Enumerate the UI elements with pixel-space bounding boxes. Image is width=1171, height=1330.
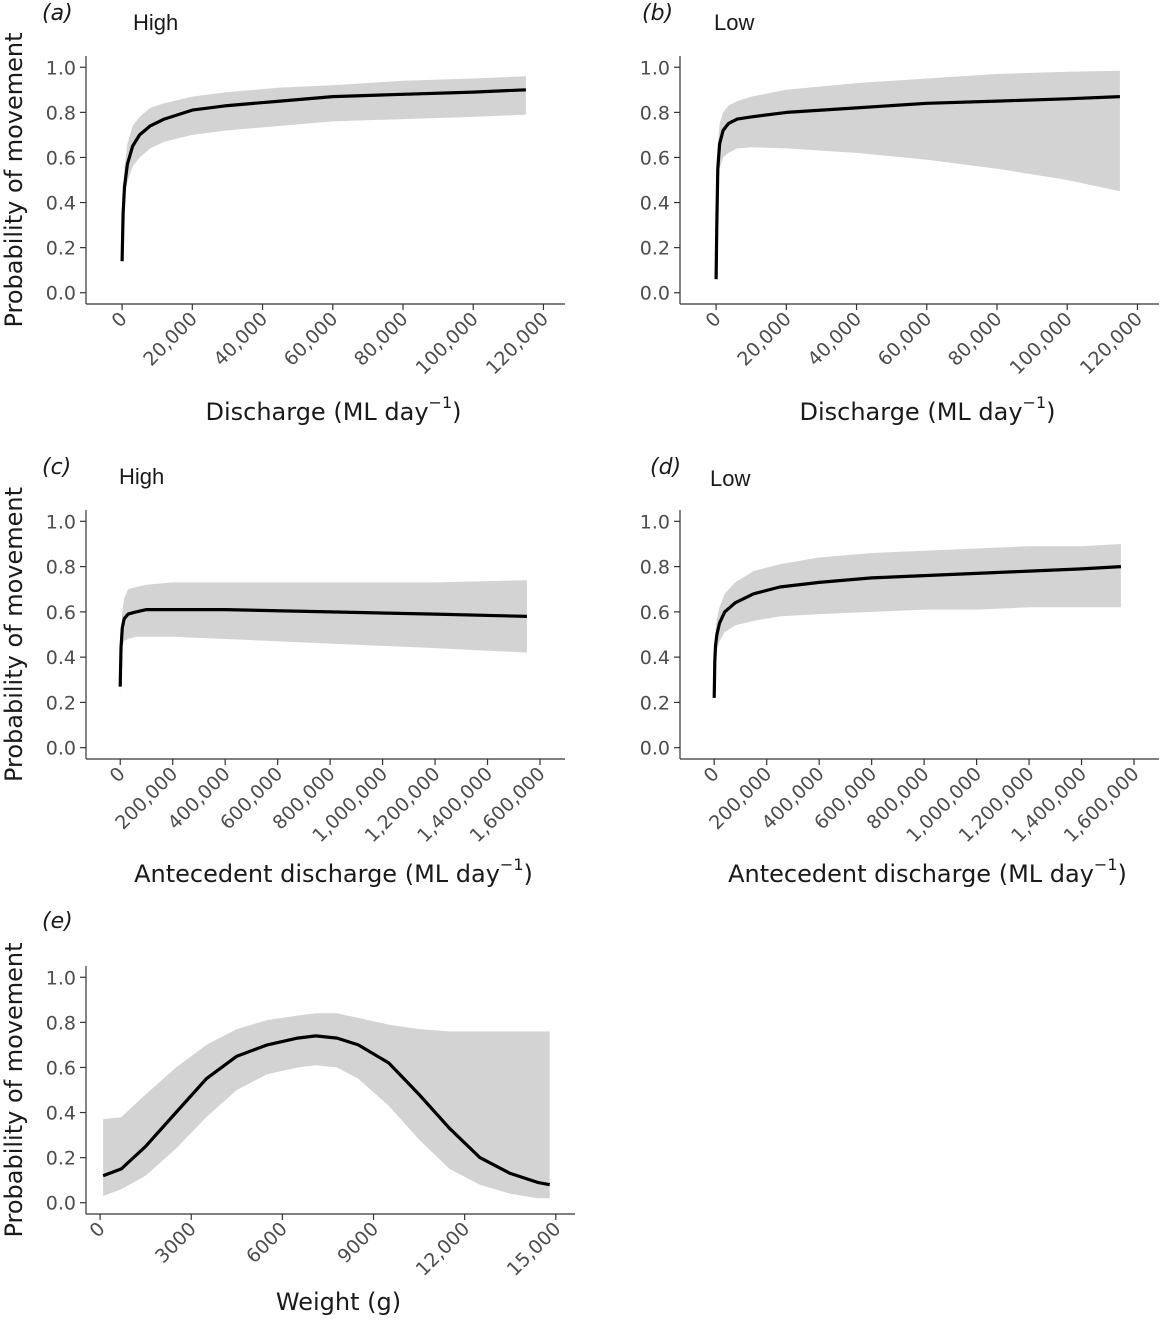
y-tick-label: 0.0 — [46, 738, 76, 760]
x-tick-label: 0 — [700, 763, 724, 787]
x-tick-label: 20,000 — [733, 308, 796, 371]
x-tick-label: 80,000 — [350, 308, 413, 371]
x-tick-label: 40,000 — [804, 308, 867, 371]
y-tick-label: 1.0 — [640, 57, 670, 79]
y-tick-label: 0.4 — [46, 647, 76, 669]
y-tick-label: 0.6 — [46, 602, 76, 624]
y-tick-label: 0.6 — [640, 602, 670, 624]
x-tick-label: 0 — [86, 1218, 110, 1242]
x-tick-label: 100,000 — [412, 308, 483, 379]
y-tick-label: 0.8 — [640, 557, 670, 579]
confidence-band-d — [714, 544, 1121, 707]
y-tick-label: 0.4 — [640, 647, 670, 669]
confidence-band-b — [716, 70, 1120, 286]
x-tick-label: 100,000 — [1006, 308, 1077, 379]
fitted-curve-b — [714, 95, 1120, 280]
x-axis-title-text: Antecedent discharge (ML day — [134, 860, 500, 888]
panel-label: (a) — [42, 1, 73, 26]
y-tick-label: 0.2 — [46, 238, 76, 260]
y-axis-title: Probability of movement — [0, 32, 28, 327]
panel-subtitle: High — [133, 10, 178, 35]
y-tick-label: 0.2 — [46, 692, 76, 714]
panel-subtitle: Low — [714, 10, 754, 35]
x-axis-title-suffix: ) — [1046, 398, 1055, 426]
panel-a-chart: 0.0 0.2 0.4 0.6 0.8 1.0 0 20,000 40,000 60,000 80,… — [0, 1, 565, 426]
x-axis-title-suffix: ) — [524, 860, 533, 888]
x-axis-title: Antecedent discharge (ML day−1) — [134, 855, 533, 888]
confidence-band-a — [122, 76, 526, 271]
y-tick-label: 0.8 — [640, 102, 670, 124]
y-axis-title: Probability of movement — [0, 942, 28, 1237]
y-tick-label: 0.0 — [46, 1193, 76, 1215]
y-tick-label: 0.6 — [640, 147, 670, 169]
y-tick-label: 0.2 — [640, 692, 670, 714]
x-tick-label: 60,000 — [280, 308, 343, 371]
x-tick-label: 12,000 — [412, 1218, 475, 1281]
panel-label: (d) — [650, 455, 681, 480]
x-axis-title-text: Discharge (ML day — [799, 398, 1022, 426]
y-tick-label: 1.0 — [46, 57, 76, 79]
y-tick-label: 0.4 — [46, 193, 76, 215]
panel-c-chart: 0.00.20.40.60.81.00200,000400,000600,000… — [0, 455, 565, 888]
confidence-band-e — [103, 1013, 550, 1199]
x-axis-title-superscript: −1 — [1094, 855, 1118, 874]
confidence-band-c — [120, 580, 527, 696]
x-tick-label: 15,000 — [503, 1218, 566, 1281]
panel-label: (c) — [42, 455, 71, 480]
x-axis-title-text: Antecedent discharge (ML day — [728, 860, 1094, 888]
x-axis-title: Discharge (ML day−1) — [205, 393, 461, 426]
y-tick-label: 1.0 — [46, 967, 76, 989]
x-axis-title-text: Weight (g) — [276, 1288, 401, 1316]
x-axis-title-superscript: −1 — [429, 393, 453, 412]
x-tick-label: 60,000 — [874, 308, 937, 371]
y-tick-label: 0.4 — [640, 193, 670, 215]
x-axis-title-suffix: ) — [452, 398, 461, 426]
panel-subtitle: Low — [710, 466, 750, 491]
panel-subtitle: High — [119, 464, 164, 489]
x-tick-label: 0 — [106, 763, 130, 787]
x-axis-title: Antecedent discharge (ML day−1) — [728, 855, 1127, 888]
x-tick-label: 6000 — [242, 1218, 292, 1268]
y-tick-label: 1.0 — [640, 511, 670, 533]
y-tick-label: 0.2 — [640, 238, 670, 260]
y-tick-label: 0.2 — [46, 1148, 76, 1170]
x-axis-title: Weight (g) — [276, 1288, 401, 1316]
y-tick-label: 0.4 — [46, 1103, 76, 1125]
x-axis-title-superscript: −1 — [500, 855, 524, 874]
fitted-curve-d — [712, 565, 1121, 698]
x-axis-title-suffix: ) — [1118, 860, 1127, 888]
x-axis-title-superscript: −1 — [1023, 393, 1047, 412]
x-tick-label: 3000 — [151, 1218, 201, 1268]
x-tick-label: 0 — [108, 308, 132, 332]
y-tick-label: 0.6 — [46, 1057, 76, 1079]
y-axis-title: Probability of movement — [0, 487, 28, 782]
x-tick-label: 120,000 — [482, 308, 553, 379]
y-tick-label: 0.0 — [640, 283, 670, 305]
fitted-curve-c — [118, 607, 527, 687]
y-tick-label: 0.0 — [46, 283, 76, 305]
x-tick-label: 20,000 — [139, 308, 202, 371]
y-tick-label: 0.8 — [46, 557, 76, 579]
y-tick-label: 1.0 — [46, 511, 76, 533]
x-axis-title: Discharge (ML day−1) — [799, 393, 1055, 426]
panel-b-chart: 0.0 0.2 0.4 0.6 0.8 1.0 0 20,000 40,000 60,000 80,… — [640, 1, 1159, 426]
x-tick-label: 80,000 — [944, 308, 1007, 371]
x-tick-label: 40,000 — [210, 308, 273, 371]
panel-e-chart: 0.0 0.2 0.4 0.6 0.8 1.0 0 3000 6000 9000 12,000 15,… — [0, 909, 575, 1316]
fitted-curve-a — [120, 88, 526, 262]
y-tick-label: 0.6 — [46, 147, 76, 169]
fitted-curve-e — [102, 1034, 550, 1187]
y-tick-label: 0.0 — [640, 738, 670, 760]
x-tick-label: 0 — [702, 308, 726, 332]
panel-label: (b) — [642, 1, 673, 26]
x-axis-title-text: Discharge (ML day — [205, 398, 428, 426]
x-tick-label: 120,000 — [1076, 308, 1147, 379]
x-tick-label: 9000 — [333, 1218, 383, 1268]
panel-d-chart: 0.00.20.40.60.81.00200,000400,000600,000… — [640, 455, 1159, 888]
y-tick-label: 0.8 — [46, 102, 76, 124]
panel-label: (e) — [42, 909, 73, 934]
y-tick-label: 0.8 — [46, 1012, 76, 1034]
